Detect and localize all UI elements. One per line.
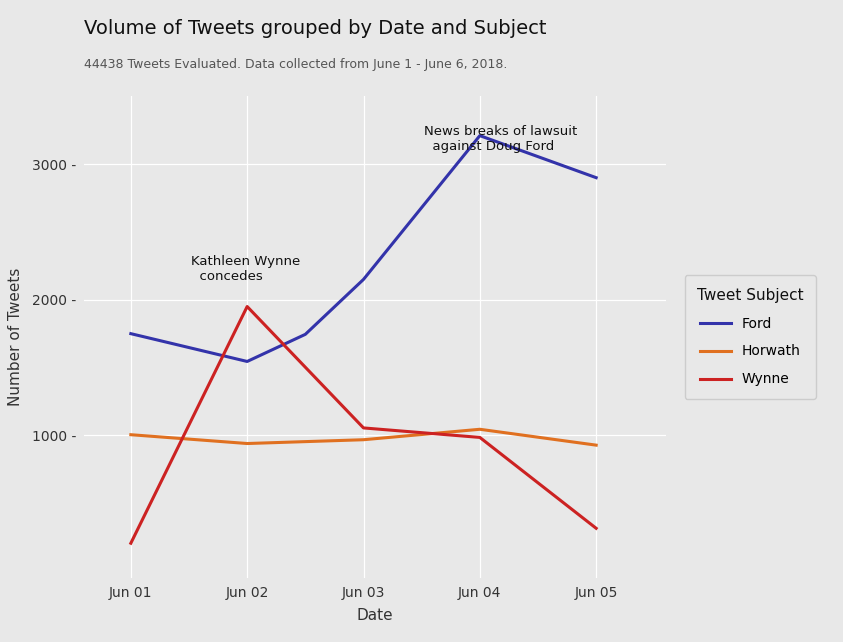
Text: Volume of Tweets grouped by Date and Subject: Volume of Tweets grouped by Date and Sub… — [84, 19, 547, 39]
Text: 44438 Tweets Evaluated. Data collected from June 1 - June 6, 2018.: 44438 Tweets Evaluated. Data collected f… — [84, 58, 507, 71]
Text: News breaks of lawsuit
  against Doug Ford: News breaks of lawsuit against Doug Ford — [424, 125, 577, 153]
Text: Kathleen Wynne
  concedes: Kathleen Wynne concedes — [191, 256, 301, 284]
X-axis label: Date: Date — [357, 609, 394, 623]
Legend: Ford, Horwath, Wynne: Ford, Horwath, Wynne — [685, 275, 816, 399]
Y-axis label: Number of Tweets: Number of Tweets — [8, 268, 24, 406]
